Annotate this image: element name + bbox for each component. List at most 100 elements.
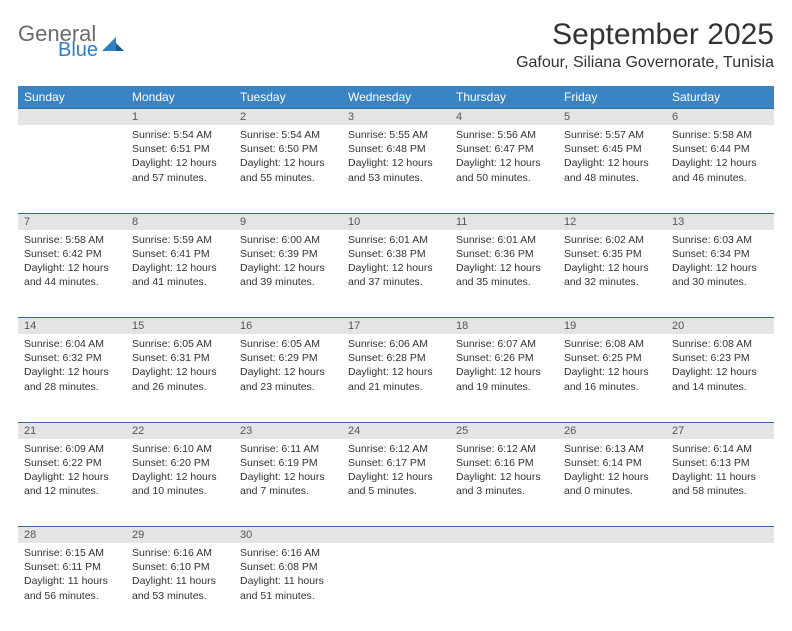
details-row: Sunrise: 5:54 AMSunset: 6:51 PMDaylight:… <box>18 125 774 213</box>
sunset-text: Sunset: 6:29 PM <box>240 351 336 365</box>
daylight-text: Daylight: 12 hours and 37 minutes. <box>348 261 444 289</box>
sunrise-text: Sunrise: 5:58 AM <box>672 128 768 142</box>
weekday-header: Sunday <box>18 86 126 109</box>
day-number-cell: 6 <box>666 109 774 126</box>
daylight-text: Daylight: 12 hours and 21 minutes. <box>348 365 444 393</box>
day-number-cell: 8 <box>126 213 234 230</box>
day-number-cell: 28 <box>18 527 126 544</box>
daylight-text: Daylight: 12 hours and 32 minutes. <box>564 261 660 289</box>
sunrise-text: Sunrise: 5:54 AM <box>240 128 336 142</box>
sunrise-text: Sunrise: 6:01 AM <box>456 233 552 247</box>
sunset-text: Sunset: 6:39 PM <box>240 247 336 261</box>
sunset-text: Sunset: 6:22 PM <box>24 456 120 470</box>
day-number-cell <box>450 527 558 544</box>
day-number-cell: 7 <box>18 213 126 230</box>
daylight-text: Daylight: 12 hours and 28 minutes. <box>24 365 120 393</box>
sunset-text: Sunset: 6:44 PM <box>672 142 768 156</box>
sunrise-text: Sunrise: 6:11 AM <box>240 442 336 456</box>
sunset-text: Sunset: 6:16 PM <box>456 456 552 470</box>
daylight-text: Daylight: 12 hours and 55 minutes. <box>240 156 336 184</box>
sunrise-text: Sunrise: 6:04 AM <box>24 337 120 351</box>
day-details-cell: Sunrise: 6:04 AMSunset: 6:32 PMDaylight:… <box>18 334 126 422</box>
daylight-text: Daylight: 12 hours and 3 minutes. <box>456 470 552 498</box>
day-details-cell <box>342 543 450 631</box>
sunrise-text: Sunrise: 6:02 AM <box>564 233 660 247</box>
sunrise-text: Sunrise: 6:13 AM <box>564 442 660 456</box>
calendar-table: Sunday Monday Tuesday Wednesday Thursday… <box>18 86 774 631</box>
daylight-text: Daylight: 11 hours and 58 minutes. <box>672 470 768 498</box>
sunrise-text: Sunrise: 6:01 AM <box>348 233 444 247</box>
sunrise-text: Sunrise: 6:12 AM <box>348 442 444 456</box>
page-header: General Blue September 2025 Gafour, Sili… <box>18 18 774 72</box>
sunrise-text: Sunrise: 6:05 AM <box>132 337 228 351</box>
day-number-cell <box>666 527 774 544</box>
sunset-text: Sunset: 6:17 PM <box>348 456 444 470</box>
sunset-text: Sunset: 6:08 PM <box>240 560 336 574</box>
day-number-cell <box>342 527 450 544</box>
daylight-text: Daylight: 12 hours and 50 minutes. <box>456 156 552 184</box>
day-number-cell: 19 <box>558 318 666 335</box>
daylight-text: Daylight: 12 hours and 46 minutes. <box>672 156 768 184</box>
sunrise-text: Sunrise: 6:16 AM <box>240 546 336 560</box>
day-number-cell: 21 <box>18 422 126 439</box>
brand-triangle-icon <box>102 33 124 51</box>
sunrise-text: Sunrise: 6:03 AM <box>672 233 768 247</box>
sunset-text: Sunset: 6:10 PM <box>132 560 228 574</box>
sunrise-text: Sunrise: 6:15 AM <box>24 546 120 560</box>
day-details-cell: Sunrise: 5:54 AMSunset: 6:51 PMDaylight:… <box>126 125 234 213</box>
daylight-text: Daylight: 12 hours and 10 minutes. <box>132 470 228 498</box>
day-details-cell: Sunrise: 5:54 AMSunset: 6:50 PMDaylight:… <box>234 125 342 213</box>
daylight-text: Daylight: 12 hours and 30 minutes. <box>672 261 768 289</box>
daylight-text: Daylight: 12 hours and 14 minutes. <box>672 365 768 393</box>
weekday-header-row: Sunday Monday Tuesday Wednesday Thursday… <box>18 86 774 109</box>
day-number-cell: 23 <box>234 422 342 439</box>
day-number-cell: 15 <box>126 318 234 335</box>
daylight-text: Daylight: 12 hours and 57 minutes. <box>132 156 228 184</box>
weekday-header: Tuesday <box>234 86 342 109</box>
sunset-text: Sunset: 6:34 PM <box>672 247 768 261</box>
daylight-text: Daylight: 12 hours and 41 minutes. <box>132 261 228 289</box>
day-details-cell: Sunrise: 6:05 AMSunset: 6:29 PMDaylight:… <box>234 334 342 422</box>
weekday-header: Friday <box>558 86 666 109</box>
daylight-text: Daylight: 12 hours and 26 minutes. <box>132 365 228 393</box>
day-details-cell: Sunrise: 6:08 AMSunset: 6:23 PMDaylight:… <box>666 334 774 422</box>
details-row: Sunrise: 6:09 AMSunset: 6:22 PMDaylight:… <box>18 439 774 527</box>
day-number-cell: 5 <box>558 109 666 126</box>
day-details-cell: Sunrise: 6:15 AMSunset: 6:11 PMDaylight:… <box>18 543 126 631</box>
daylight-text: Daylight: 12 hours and 19 minutes. <box>456 365 552 393</box>
sunrise-text: Sunrise: 5:55 AM <box>348 128 444 142</box>
details-row: Sunrise: 6:04 AMSunset: 6:32 PMDaylight:… <box>18 334 774 422</box>
sunrise-text: Sunrise: 6:06 AM <box>348 337 444 351</box>
month-title: September 2025 <box>516 18 774 52</box>
weekday-header: Saturday <box>666 86 774 109</box>
sunset-text: Sunset: 6:45 PM <box>564 142 660 156</box>
day-details-cell: Sunrise: 6:11 AMSunset: 6:19 PMDaylight:… <box>234 439 342 527</box>
day-details-cell: Sunrise: 6:08 AMSunset: 6:25 PMDaylight:… <box>558 334 666 422</box>
day-details-cell: Sunrise: 6:05 AMSunset: 6:31 PMDaylight:… <box>126 334 234 422</box>
sunset-text: Sunset: 6:32 PM <box>24 351 120 365</box>
daynum-row: 282930 <box>18 527 774 544</box>
details-row: Sunrise: 5:58 AMSunset: 6:42 PMDaylight:… <box>18 230 774 318</box>
daynum-row: 14151617181920 <box>18 318 774 335</box>
weekday-header: Wednesday <box>342 86 450 109</box>
sunset-text: Sunset: 6:38 PM <box>348 247 444 261</box>
day-number-cell: 22 <box>126 422 234 439</box>
day-details-cell: Sunrise: 5:59 AMSunset: 6:41 PMDaylight:… <box>126 230 234 318</box>
sunrise-text: Sunrise: 6:07 AM <box>456 337 552 351</box>
sunset-text: Sunset: 6:13 PM <box>672 456 768 470</box>
sunset-text: Sunset: 6:31 PM <box>132 351 228 365</box>
daylight-text: Daylight: 11 hours and 53 minutes. <box>132 574 228 602</box>
day-number-cell: 12 <box>558 213 666 230</box>
sunrise-text: Sunrise: 6:05 AM <box>240 337 336 351</box>
day-number-cell: 27 <box>666 422 774 439</box>
sunrise-text: Sunrise: 6:08 AM <box>564 337 660 351</box>
daynum-row: 21222324252627 <box>18 422 774 439</box>
daylight-text: Daylight: 12 hours and 5 minutes. <box>348 470 444 498</box>
day-details-cell: Sunrise: 5:57 AMSunset: 6:45 PMDaylight:… <box>558 125 666 213</box>
daylight-text: Daylight: 12 hours and 35 minutes. <box>456 261 552 289</box>
day-number-cell: 24 <box>342 422 450 439</box>
day-number-cell: 3 <box>342 109 450 126</box>
sunset-text: Sunset: 6:36 PM <box>456 247 552 261</box>
sunset-text: Sunset: 6:26 PM <box>456 351 552 365</box>
sunrise-text: Sunrise: 6:00 AM <box>240 233 336 247</box>
